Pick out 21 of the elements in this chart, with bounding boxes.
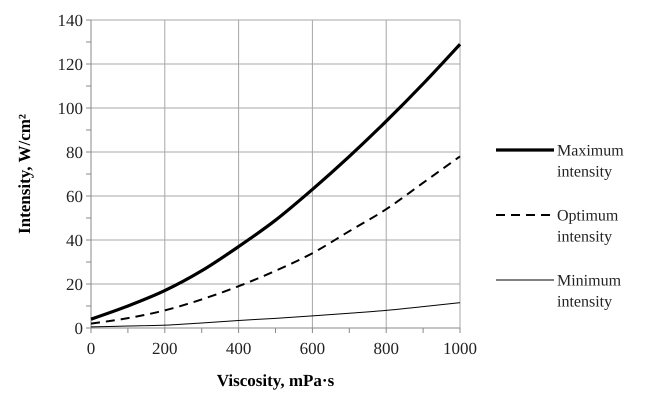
x-tick-label: 1000 [443, 339, 477, 358]
x-tick-label: 400 [226, 339, 252, 358]
legend-label: Optimum intensity [557, 208, 619, 246]
legend-label: Minimum intensity [557, 272, 622, 310]
x-tick-label: 800 [373, 339, 399, 358]
y-tick-label: 40 [66, 230, 83, 250]
line-series [90, 155, 461, 325]
y-tick-label: 20 [66, 274, 83, 294]
x-tick-label: 600 [300, 339, 326, 358]
x-tick-label: 200 [152, 339, 178, 358]
line-series [89, 42, 462, 321]
y-tick-label: 140 [58, 10, 83, 30]
x-axis-title: Viscosity, mPa·s [216, 371, 335, 390]
y-tick-label: 0 [74, 318, 83, 338]
y-tick-label: 120 [58, 54, 83, 74]
legend-label: Maximum intensity [557, 142, 624, 180]
y-tick-label: 80 [66, 142, 83, 162]
y-tick-label: 60 [66, 186, 83, 206]
y-tick-label: 100 [58, 98, 83, 118]
y-axis-title: Intensity, W/cm² [15, 114, 34, 234]
x-tick-label: 0 [86, 339, 96, 358]
